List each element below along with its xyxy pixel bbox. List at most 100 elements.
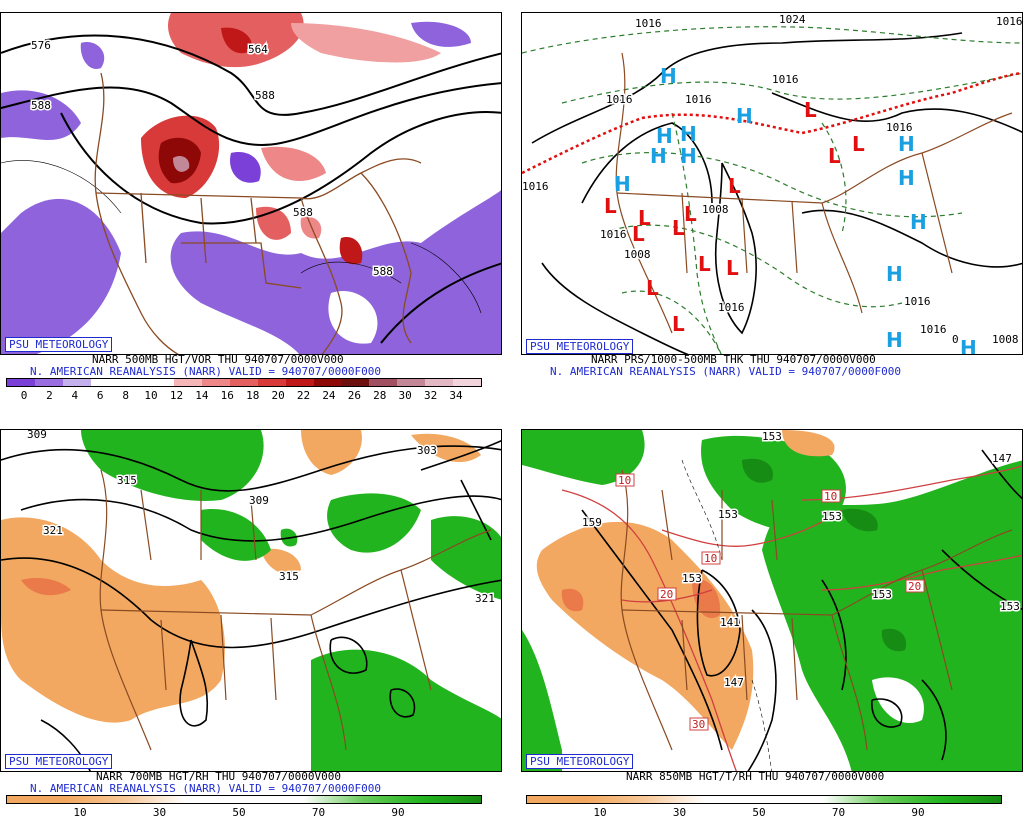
vorticity-scale-swatch [230,379,258,386]
high-pressure-symbol: H [650,144,667,168]
vorticity-scale-swatch [118,379,147,386]
scale-tick-label: 30 [672,806,687,819]
vorticity-scale-swatch [313,379,342,386]
rh-color-scale-850 [526,795,1002,804]
temperature-label-box [905,579,925,593]
scale-tick-label: 90 [391,806,405,819]
temperature-label-box [821,489,841,503]
height-contour-label: 303 [417,444,437,457]
high-pressure-symbol: H [886,262,903,286]
low-pressure-symbol: L [804,98,817,122]
p2-caption-title: NARR PRS/1000-500MB THK THU 940707/0000V… [591,353,876,366]
height-contour-label: 141 [720,616,740,629]
height-contour-label: 315 [279,570,299,583]
isobar-label: 1016 [718,301,745,314]
temperature-contour-label: 20 [660,588,673,601]
scale-tick-label: 12 [169,389,184,402]
low-pressure-symbol: L [604,194,617,218]
scale-tick-label: 34 [449,389,463,402]
rh850-map: 153 159 153 153 153 141 147 147 153 153 10 10 10 20 2… [522,430,1022,771]
low-pressure-symbol: L [684,202,697,226]
height-contour-label: 588 [293,206,313,219]
vorticity-map: 576 564 588 588 588 588 [1,13,501,354]
psu-meteorology-badge: PSU METEOROLOGY [526,339,634,354]
height-contour-label: 309 [249,494,269,507]
vorticity-scale-swatch [146,379,175,386]
scale-tick-label: 2 [46,389,53,402]
high-pressure-symbol: H [660,64,677,88]
height-contour-label: 153 [1000,600,1020,613]
vorticity-scale-swatch [397,379,426,386]
scale-tick-label: 28 [373,389,387,402]
isobar-label: 1008 [624,248,651,261]
scale-tick-label: 30 [398,389,412,402]
psu-meteorology-badge: PSU METEOROLOGY [5,337,113,352]
scale-tick-label: 32 [423,389,438,402]
psu-meteorology-badge: PSU METEOROLOGY [5,754,113,769]
scale-tick-label: 26 [347,389,361,402]
panel-700mb-height-rh: 315 309 321 315 303 321 309 PSU METEOROLOGY [0,429,502,772]
isobar-label: 1016 [996,15,1023,28]
panel-850mb-height-temp-rh: 153 159 153 153 153 141 147 147 153 153 10 10 10 20 2… [521,429,1023,772]
p4-caption-title: NARR 850MB HGT/T/RH THU 940707/0000V000 [626,770,885,783]
temperature-contour-label: 30 [692,718,705,731]
scale-tick-label: 50 [232,806,246,819]
temperature-label-box [701,551,721,565]
vorticity-scale-swatch [453,379,481,386]
scale-tick-label: 10 [593,806,607,819]
temperature-contour-label: 10 [618,474,631,487]
scale-tick-label: 22 [296,389,311,402]
p1-caption-valid: N. AMERICAN REANALYSIS (NARR) VALID = 94… [30,365,381,378]
low-pressure-symbol: L [646,276,659,300]
temperature-label-box [689,717,709,731]
height-contour-label: 153 [872,588,892,601]
vorticity-scale-swatch [202,379,230,386]
scale-tick-label: 30 [152,806,167,819]
low-pressure-symbol: L [852,132,865,156]
isobar-label: 1016 [685,93,712,106]
pressure-map: 1016 1024 1016 1016 1016 1016 1008 1008 1016 1016… [522,13,1023,354]
scale-tick-label: 18 [246,389,260,402]
rh-color-scale [6,795,482,804]
height-contour-label: 576 [31,39,51,52]
scale-tick-label: 70 [311,806,326,819]
isobar-label: 1016 [635,17,662,30]
scale-tick-label: 90 [911,806,925,819]
height-contour-label: 153 [822,510,842,523]
vorticity-scale-swatch [285,379,314,386]
height-contour-label: 153 [682,572,702,585]
height-contour-label: 159 [582,516,602,529]
temperature-label-box [657,587,677,601]
low-pressure-symbol: L [726,256,739,280]
scale-tick-label: 24 [322,389,336,402]
high-pressure-symbol: H [680,144,697,168]
high-pressure-symbol: H [656,124,673,148]
height-contour-label: 153 [762,430,782,443]
scale-tick-label: 16 [220,389,234,402]
high-pressure-symbol: H [898,132,915,156]
isobar-label: 1016 [600,228,627,241]
vorticity-scale-swatch [174,379,203,386]
low-pressure-symbol: L [828,144,841,168]
rh700-map: 315 309 321 315 303 321 309 [1,430,501,771]
height-contour-label: 588 [255,89,275,102]
high-pressure-symbol: H [736,104,753,128]
low-pressure-symbol: L [728,174,741,198]
scale-tick-label: 10 [73,806,87,819]
scale-tick-label: 20 [271,389,285,402]
temperature-contour-label: 10 [704,552,717,565]
height-contour-label: 321 [43,524,63,537]
isobar-label: 1016 [920,323,947,336]
isobar-label: 1016 [606,93,633,106]
height-contour-label: 315 [117,474,137,487]
isobar-label: 1008 [992,333,1019,346]
p3-caption-title: NARR 700MB HGT/RH THU 940707/0000V000 [96,770,342,783]
panel-pressure-thickness: 1016 1024 1016 1016 1016 1016 1008 1008 1016 1016… [521,12,1023,355]
low-pressure-symbol: L [632,222,645,246]
p3-caption-valid: N. AMERICAN REANALYSIS (NARR) VALID = 94… [30,782,381,795]
vorticity-scale-swatch [34,379,63,386]
high-pressure-symbol: H [886,328,903,352]
scale-tick-label: 6 [96,389,104,402]
vorticity-scale-swatch [425,379,453,386]
isobar-label: 1024 [779,13,806,26]
